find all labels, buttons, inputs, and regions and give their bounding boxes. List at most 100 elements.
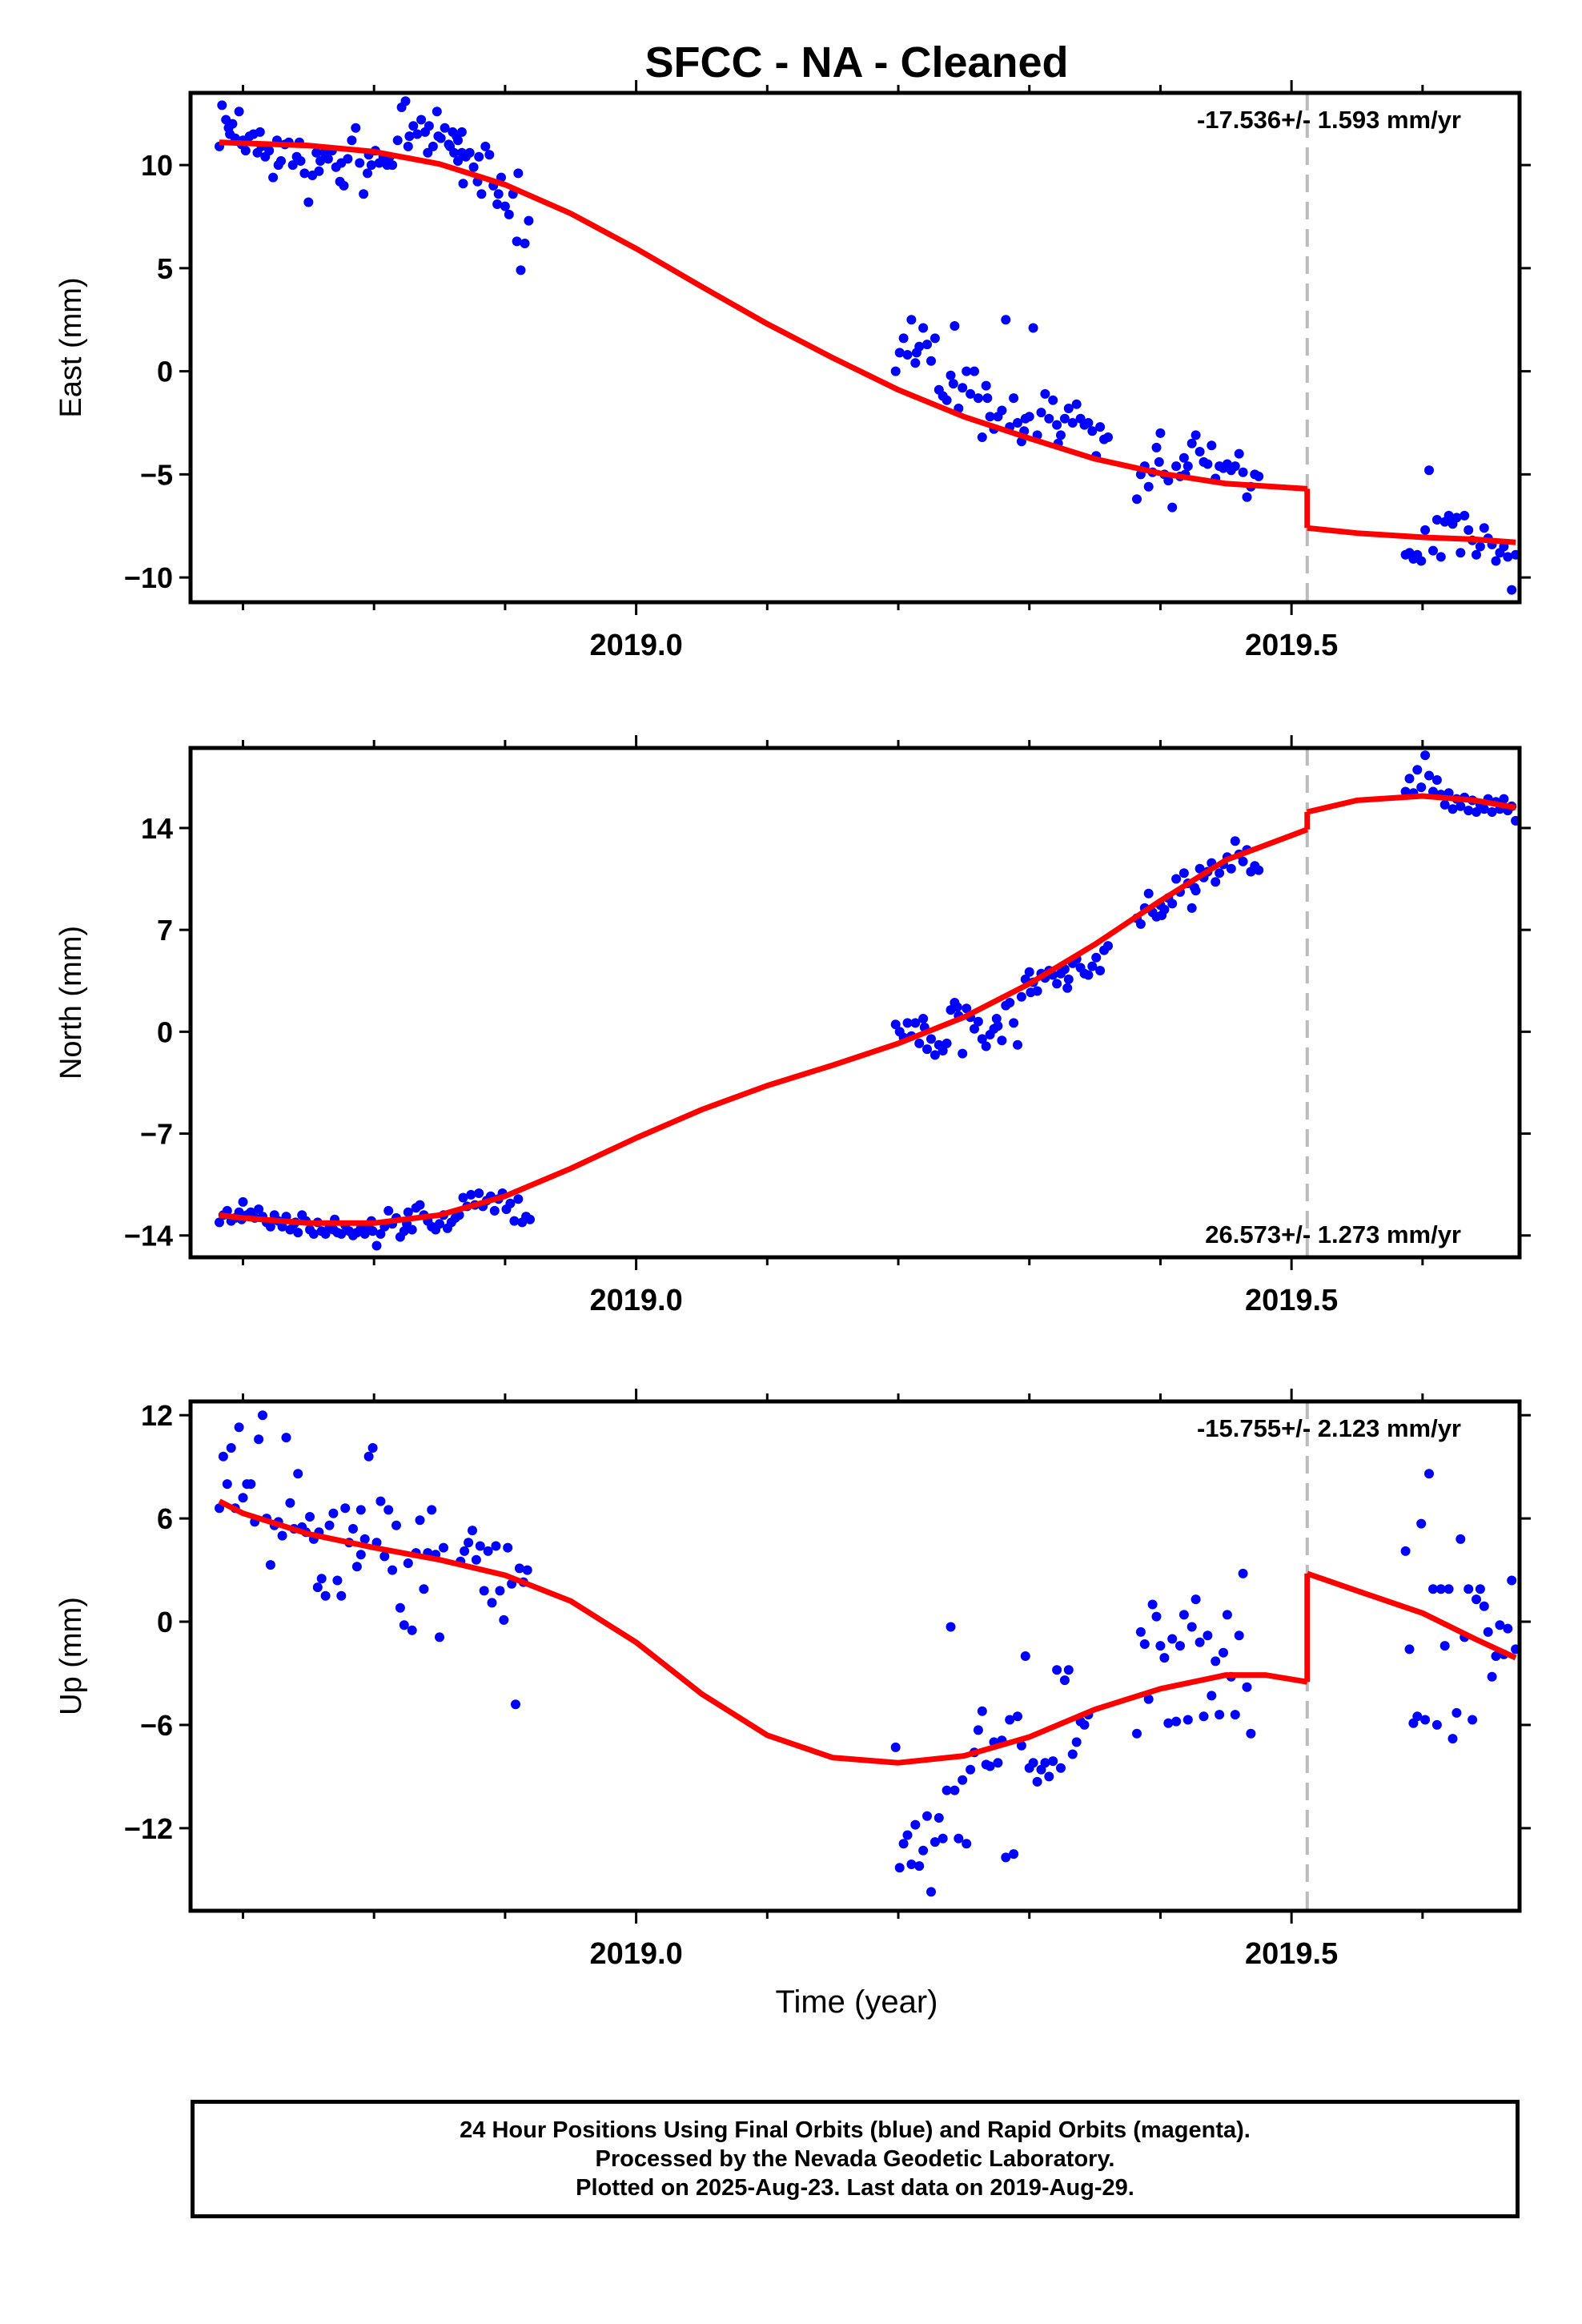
up-data-point [1186,1622,1197,1632]
north-ytick-label: 14 [141,812,173,845]
up-data-point [1435,1584,1446,1594]
up-data-point [491,1541,501,1551]
up-data-point [906,1860,917,1869]
north-data-point [922,1044,932,1055]
up-data-point [218,1451,228,1462]
north-ytick-label: −7 [140,1118,173,1151]
north-data-point [215,1217,224,1228]
north-data-point [926,1034,936,1044]
east-data-point [1040,388,1050,399]
up-data-point [1234,1630,1244,1641]
north-fit-line [219,826,1309,1226]
east-data-point [412,129,423,139]
east-data-point [433,131,444,142]
up-data-point [1487,1671,1497,1682]
east-data-point [1456,548,1466,558]
up-data-point [1464,1584,1474,1594]
up-data-point [1468,1715,1478,1725]
up-data-point [1495,1620,1505,1630]
up-data-point [1032,1776,1042,1787]
up-data-point [514,1563,524,1574]
up-data-point [1167,1634,1178,1644]
up-data-point [499,1614,509,1625]
north-data-point [1420,750,1431,761]
north-data-point [1238,856,1248,866]
east-data-point [985,412,995,422]
north-data-point [1195,863,1205,874]
up-data-point [1475,1584,1485,1594]
north-data-point [997,1035,1007,1046]
up-data-point [1009,1849,1019,1860]
east-data-point [1452,513,1462,523]
up-data-point [918,1845,929,1856]
up-data-point [966,1764,976,1775]
east-data-point [264,146,275,156]
east-data-point [1024,412,1034,422]
up-data-point [246,1479,256,1490]
north-data-point [1095,966,1106,975]
up-data-point [387,1565,398,1575]
up-data-point [1246,1728,1256,1739]
up-data-point [1456,1534,1466,1544]
east-data-point [339,180,349,191]
north-data-point [1412,765,1423,775]
up-data-point [1230,1710,1240,1720]
east-data-point [480,141,491,151]
up-data-point [367,1443,378,1453]
east-data-point [453,156,463,166]
up-data-point [1416,1518,1427,1529]
east-data-point [902,350,913,360]
up-data-point [993,1758,1003,1768]
east-data-point [453,135,463,146]
up-data-point [985,1761,995,1771]
north-data-point [466,1189,476,1200]
up-data-point [522,1565,532,1575]
up-data-point [1483,1626,1493,1637]
east-data-point [1009,393,1019,404]
up-data-point [1424,1469,1434,1479]
up-fit-line [1306,1570,1517,1661]
up-data-point [479,1586,489,1596]
up-data-point [1178,1610,1189,1620]
east-data-point [1132,494,1142,505]
east-data-point [295,156,306,166]
east-data-point [962,366,972,376]
east-data-point [1001,315,1011,325]
north-data-point [1143,888,1154,899]
east-data-point [1063,404,1074,413]
up-data-point [1443,1584,1454,1594]
north-data-point [1016,991,1026,1002]
up-data-point [1063,1665,1074,1675]
up-frame [188,1399,1522,1913]
up-data-point [383,1505,394,1515]
up-data-point [1056,1763,1066,1773]
up-data-point [1215,1710,1225,1720]
up-ytick-label: −6 [140,1709,173,1742]
up-data-point [1511,1644,1520,1655]
up-data-point [254,1434,264,1445]
east-data-point [1424,465,1434,476]
up-data-point [475,1541,485,1551]
east-data-point [1207,440,1217,451]
up-data-point [324,1520,335,1530]
up-data-point [1079,1719,1090,1730]
up-data-point [1222,1610,1232,1620]
east-data-point [1013,418,1022,428]
up-data-point [1472,1594,1481,1605]
north-data-point [952,1002,962,1012]
north-data-point [513,1194,524,1204]
up-data-point [312,1582,323,1593]
up-data-point [922,1811,932,1821]
east-data-point [234,107,244,117]
east-data-point [1203,459,1213,469]
north-data-point [1063,974,1074,984]
north-data-point [977,1034,987,1044]
up-data-point [1203,1630,1213,1641]
north-data-point [415,1200,425,1210]
up-data-point [1151,1611,1162,1622]
north-data-point [1424,770,1434,781]
up-data-point [1028,1758,1038,1768]
north-data-point [970,1023,979,1034]
north-data-point [1171,874,1182,884]
